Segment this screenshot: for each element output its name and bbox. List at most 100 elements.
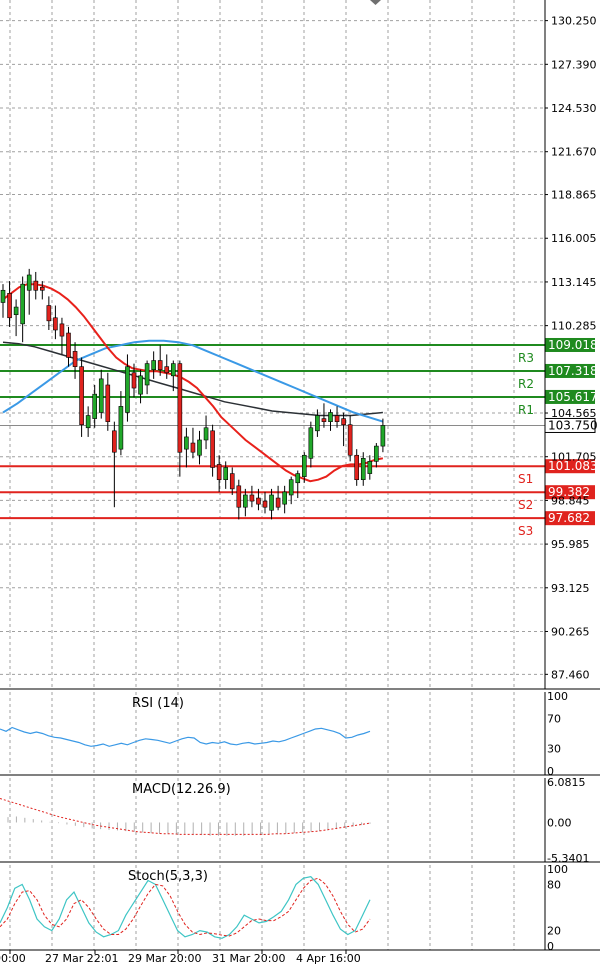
candle (236, 479, 242, 520)
candle (177, 360, 183, 477)
candle (59, 317, 65, 355)
price-tick-label: 118.865 (551, 189, 597, 202)
level-price-tag-r3: 109.018 (545, 337, 598, 352)
stoch-signal-line (0, 877, 371, 937)
price-tick-label: 116.005 (551, 232, 597, 245)
candle (367, 455, 373, 480)
candle (72, 342, 78, 379)
candle (380, 418, 386, 453)
candle (92, 384, 97, 428)
candle-body (144, 363, 150, 386)
candle-body (203, 427, 209, 441)
level-tag-value: 99.382 (548, 485, 590, 499)
candle-body (66, 332, 71, 358)
price-tick-label: 110.285 (551, 320, 597, 333)
candle (7, 281, 12, 327)
candle (282, 485, 287, 514)
rsi-title: RSI (14) (132, 696, 184, 711)
candle-body (321, 418, 327, 422)
panel-frames (0, 0, 600, 951)
candle (360, 452, 366, 486)
candle (269, 488, 274, 520)
candle-body (98, 378, 104, 413)
pivot-levels: 109.018 R3 107.318 R2 105.617 R1 101.083 S1 99.3… (0, 337, 598, 538)
candle-body (26, 274, 32, 291)
candle (33, 271, 39, 300)
candle-body (190, 442, 196, 453)
current-price-tag: 103.750 (544, 417, 598, 433)
candle (53, 305, 58, 340)
level-tag-background (545, 459, 595, 474)
candle (210, 424, 215, 477)
candle-body (131, 372, 137, 389)
candle-body (282, 491, 287, 505)
candle-body (53, 317, 58, 331)
candle (144, 360, 150, 395)
level-tag-value: 105.617 (548, 390, 598, 404)
price-tick-label: 93.125 (551, 582, 590, 595)
price-tick-label: 95.985 (551, 538, 590, 551)
candle-body (46, 305, 52, 322)
candle (105, 372, 111, 431)
candle (315, 409, 320, 437)
candle-body (125, 366, 130, 413)
candle (46, 296, 52, 330)
candle (262, 491, 268, 514)
candle-body (171, 363, 176, 377)
candle (20, 276, 25, 343)
level-label-r3: R3 (518, 351, 534, 365)
candle-body (354, 454, 360, 481)
level-tag-value: 109.018 (548, 338, 598, 352)
candle-body (367, 461, 373, 474)
candle (229, 467, 235, 495)
candle-body (334, 415, 340, 422)
candle-body (177, 363, 183, 453)
candle (249, 485, 255, 508)
price-tick-label: 130.250 (551, 15, 597, 28)
level-price-tag-s2: 99.382 (545, 485, 595, 500)
candle-body (164, 366, 170, 374)
candle-body (0, 289, 6, 303)
candle (125, 354, 130, 422)
level-price-tag-s3: 97.682 (545, 511, 595, 526)
macd-tick-label: -5.3401 (547, 852, 589, 865)
scroll-marker-icon[interactable] (370, 0, 381, 5)
candle-body (308, 427, 314, 459)
candle-body (328, 412, 333, 422)
rsi-line (0, 726, 371, 747)
candle (295, 470, 301, 499)
candle (118, 391, 124, 456)
candle-body (20, 283, 25, 325)
candle-body (223, 467, 228, 481)
candle (216, 455, 222, 492)
price-tick-label: 113.145 (551, 276, 597, 289)
candle (374, 443, 379, 468)
candle-body (288, 479, 294, 496)
tick-labels: 100703006.08150.00-5.340110080200130.250… (0, 15, 597, 965)
candle-body (374, 445, 379, 462)
candle-body (229, 473, 235, 490)
time-tick-label: 4 Apr 16:00 (296, 952, 361, 965)
candle (203, 415, 209, 450)
candle (79, 357, 84, 437)
candle (184, 427, 189, 468)
candle (301, 452, 307, 483)
level-tag-background (545, 389, 595, 404)
indicators: RSI (14) MACD(12.26.9) Stoch(5,3,3) (0, 696, 371, 939)
level-price-tag-s1: 101.083 (545, 459, 598, 474)
candle-body (13, 306, 19, 316)
candle (190, 427, 196, 459)
macd-tick-label: 0.00 (547, 816, 572, 829)
rsi-tick-label: 30 (547, 743, 561, 756)
candle-body (347, 424, 353, 456)
price-tick-label: 121.670 (551, 146, 597, 159)
candle-body (210, 430, 215, 468)
candle (0, 284, 6, 318)
candles (0, 268, 386, 520)
candle-body (72, 351, 78, 367)
level-tag-value: 107.318 (548, 364, 598, 378)
candle (157, 345, 163, 376)
time-tick-label: 29 Mar 20:00 (128, 952, 201, 965)
